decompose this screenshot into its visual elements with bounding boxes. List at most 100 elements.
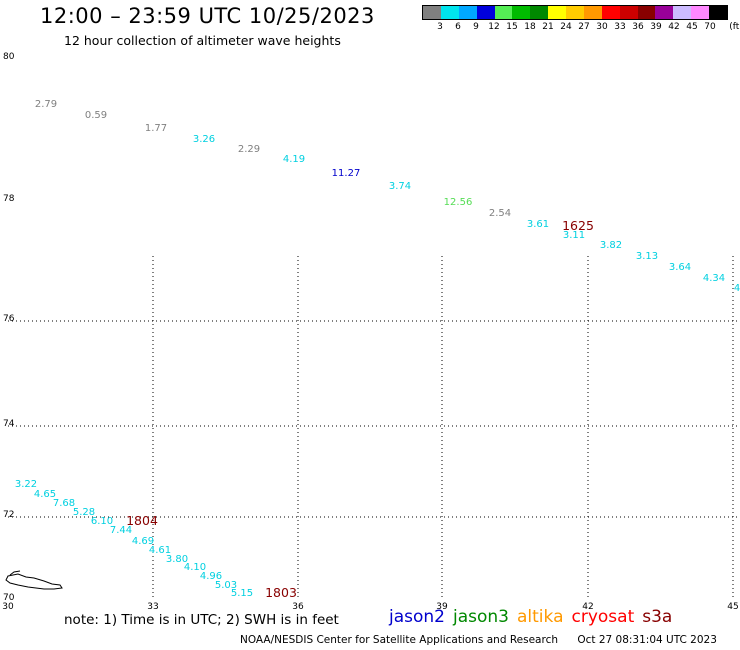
pass-time-label: 1804 — [126, 513, 158, 528]
wave-height-label: 0.59 — [85, 110, 107, 121]
legend-swatch-9 — [583, 6, 602, 19]
wave-height-label: 2.79 — [35, 99, 57, 110]
legend-swatch-7 — [548, 6, 566, 19]
wave-height-label: 4.61 — [149, 545, 171, 556]
legend-swatch-13 — [655, 6, 674, 19]
legend-tick-label: 24 — [560, 22, 572, 32]
wave-height-label: 4.19 — [283, 154, 305, 165]
longitude-label: 45 — [727, 602, 738, 612]
legend-tick-label: 12 — [488, 22, 500, 32]
coastline — [5, 570, 63, 590]
wave-height-label: 3.26 — [193, 134, 215, 145]
satellite-name: altika — [517, 607, 564, 627]
wave-height-label: 4.10 — [184, 562, 206, 573]
wave-height-observations: 2.79 0.59 1.77 3.26 2.29 4.19 11.27 3.74 12.56 2.… — [15, 99, 740, 599]
legend-tick-label: 27 — [578, 22, 590, 32]
generated-timestamp: Oct 27 08:31:04 UTC 2023 — [577, 634, 717, 646]
wave-height-label: 5.03 — [215, 580, 237, 591]
longitude-label: 39 — [436, 602, 448, 612]
legend-swatch-1 — [440, 6, 459, 19]
longitude-label: 30 — [2, 602, 14, 612]
satellite-name: s3a — [642, 607, 673, 627]
satellite-legend: jason2 jason3 altika cryosat s3a — [389, 607, 680, 627]
legend-swatch-0 — [423, 6, 441, 19]
wave-height-label: 3.64 — [669, 262, 691, 273]
legend-swatch-4 — [494, 6, 513, 19]
units-note: note: 1) Time is in UTC; 2) SWH is in fe… — [64, 612, 339, 628]
longitude-label: 33 — [147, 602, 158, 612]
map-grid — [8, 256, 740, 600]
legend-tick-label: 9 — [473, 22, 479, 32]
wave-height-label: 4.34 — [703, 273, 725, 284]
wave-height-label: 7.68 — [53, 498, 75, 509]
pass-time-labels: 1625 1804 1803 — [126, 218, 594, 600]
legend-tick-label: 3 — [437, 22, 443, 32]
chart-subtitle: 12 hour collection of altimeter wave hei… — [64, 33, 341, 48]
legend-swatch-12 — [637, 6, 656, 19]
legend-swatch-8 — [566, 6, 584, 19]
wave-height-label: 6.10 — [91, 516, 113, 527]
wave-height-label: 4.96 — [200, 571, 222, 582]
credit-text: NOAA/NESDIS Center for Satellite Applica… — [240, 634, 558, 646]
wave-height-label: 5.28 — [73, 507, 95, 518]
chart-title: 12:00 – 23:59 UTC 10/25/2023 — [40, 4, 375, 28]
legend-tick-label: 70 — [704, 22, 716, 32]
legend-tick-label: 30 — [596, 22, 608, 32]
wave-height-label: 3.13 — [636, 251, 658, 262]
wave-height-label: 1.77 — [145, 123, 167, 134]
legend-swatch-14 — [673, 6, 692, 19]
wave-height-label: 4.65 — [34, 489, 56, 500]
legend-swatch-11 — [619, 6, 638, 19]
wave-height-label: 4.69 — [132, 536, 154, 547]
longitude-label: 36 — [292, 602, 304, 612]
legend-swatch-6 — [530, 6, 549, 19]
wave-height-label: 5.15 — [231, 588, 253, 599]
latitude-label: 70 — [3, 593, 15, 603]
legend-tick-label: 36 — [632, 22, 644, 32]
pass-time-label: 1625 — [562, 218, 594, 233]
latitude-label: 76 — [3, 314, 15, 324]
legend-swatch-16 — [709, 6, 727, 19]
longitude-label: 42 — [582, 602, 593, 612]
pass-time-label: 1803 — [265, 585, 297, 600]
satellite-name: jason3 — [453, 607, 509, 627]
legend-tick-label: 15 — [506, 22, 518, 32]
legend-swatch-10 — [601, 6, 620, 19]
legend-swatch-15 — [691, 6, 709, 19]
wave-height-label: 4 — [734, 283, 740, 294]
wave-height-label: 7.44 — [110, 525, 132, 536]
wave-height-label: 12.56 — [444, 197, 473, 208]
latitude-label: 78 — [3, 194, 15, 204]
legend-tick-label: 39 — [650, 22, 662, 32]
wave-height-label: 3.22 — [15, 479, 37, 490]
legend-tick-label: 33 — [614, 22, 626, 32]
wave-height-label: 2.54 — [489, 208, 511, 219]
legend-tick-label: 18 — [524, 22, 536, 32]
wave-height-label: 3.11 — [563, 230, 585, 241]
latitude-label: 74 — [3, 419, 15, 429]
legend-tick-label: 6 — [455, 22, 461, 32]
legend-swatch-3 — [476, 6, 495, 19]
wave-height-label: 3.74 — [389, 181, 411, 192]
credit-line: NOAA/NESDIS Center for Satellite Applica… — [240, 634, 717, 646]
wave-height-label: 3.82 — [600, 240, 622, 251]
satellite-name: cryosat — [571, 607, 635, 627]
wave-height-label: 3.61 — [527, 219, 549, 230]
wave-height-label: 3.80 — [166, 554, 188, 565]
legend-swatch-5 — [512, 6, 531, 19]
legend-tick-label: 45 — [686, 22, 698, 32]
legend-swatch-2 — [458, 6, 477, 19]
legend-tick-label: 21 — [542, 22, 554, 32]
latitude-label: 80 — [3, 52, 15, 62]
legend-color-bar — [422, 5, 728, 20]
legend-unit-label: (ft) — [729, 22, 740, 32]
legend-tick-label: 42 — [668, 22, 680, 32]
wave-height-label: 11.27 — [332, 168, 361, 179]
latitude-label: 72 — [3, 510, 14, 520]
wave-height-label: 2.29 — [238, 144, 260, 155]
satellite-name: jason2 — [389, 607, 445, 627]
